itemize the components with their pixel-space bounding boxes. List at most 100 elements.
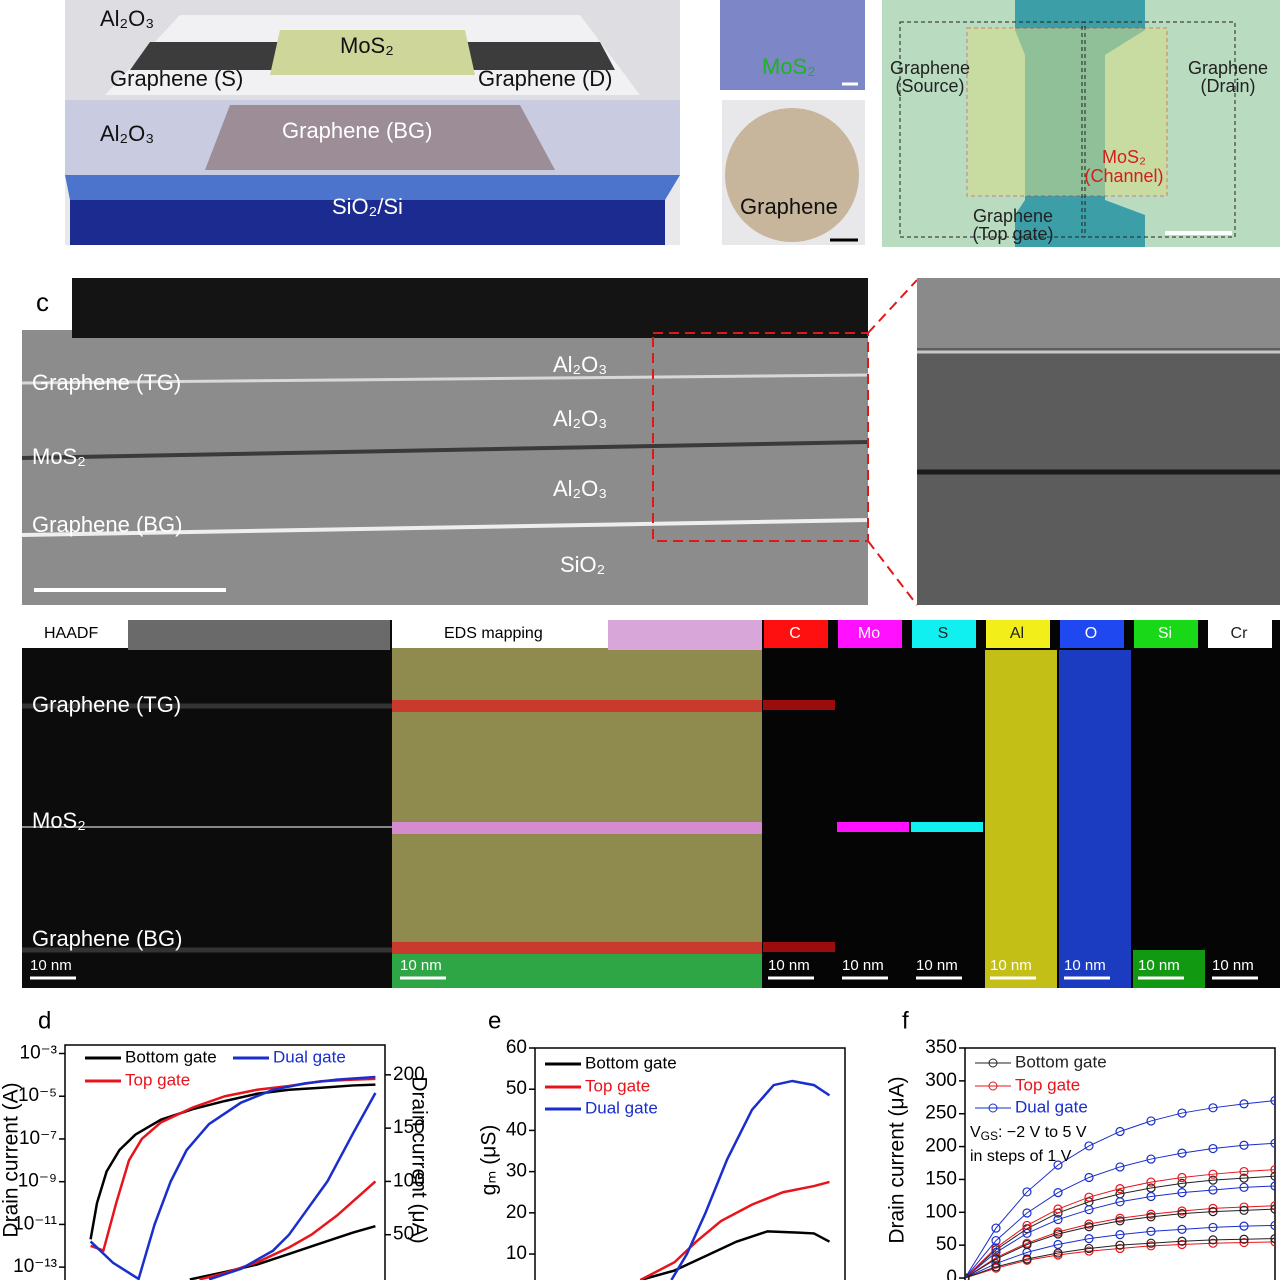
point bbox=[1208, 1169, 1218, 1179]
point bbox=[1115, 1184, 1125, 1194]
legend-label: Dual gate bbox=[585, 1098, 658, 1117]
y-tick-label: 200 bbox=[925, 1136, 957, 1157]
eds-top bbox=[608, 620, 762, 650]
point bbox=[1053, 1204, 1063, 1214]
element-tag bbox=[1134, 620, 1198, 648]
series-line bbox=[965, 1100, 1275, 1279]
label: Al₂O₃ bbox=[553, 406, 607, 431]
eds-image bbox=[392, 620, 762, 988]
channel bbox=[966, 27, 1168, 197]
element-map bbox=[763, 942, 835, 952]
plot-area bbox=[965, 1095, 1275, 1280]
point bbox=[1208, 1103, 1218, 1113]
panel-letter: f bbox=[902, 1007, 909, 1034]
element-tag bbox=[912, 620, 976, 648]
mos2-sheet bbox=[270, 30, 475, 75]
letter-bg bbox=[22, 278, 72, 330]
label: Graphene (BG) bbox=[32, 512, 182, 537]
point bbox=[1084, 1219, 1094, 1229]
legend-marker bbox=[988, 1058, 998, 1068]
label: SiO₂ bbox=[560, 552, 605, 577]
point bbox=[1022, 1208, 1032, 1218]
point bbox=[1115, 1197, 1125, 1207]
point bbox=[1022, 1228, 1032, 1238]
element-tag bbox=[1060, 620, 1124, 648]
point bbox=[1146, 1209, 1156, 1219]
annotation-part: GS bbox=[981, 1129, 998, 1143]
legend-marker bbox=[988, 1103, 998, 1113]
point bbox=[1239, 1099, 1249, 1109]
top-band bbox=[72, 278, 868, 338]
element-symbol: S bbox=[938, 625, 949, 642]
y-tick-label: 10⁻¹³ bbox=[13, 1256, 57, 1277]
series-line bbox=[965, 1224, 1275, 1279]
point bbox=[1115, 1216, 1125, 1226]
scale-label: 10 nm bbox=[990, 957, 1032, 974]
point bbox=[991, 1258, 1001, 1269]
point bbox=[1239, 1234, 1249, 1244]
point bbox=[1177, 1239, 1187, 1250]
y2-tick-label: 100 bbox=[393, 1170, 425, 1191]
label: Graphene (BG) bbox=[282, 118, 432, 143]
graphene-s bbox=[130, 42, 290, 70]
point bbox=[991, 1243, 1001, 1253]
point bbox=[1270, 1171, 1275, 1181]
element-symbol: Al bbox=[1010, 625, 1024, 642]
zoom-top bbox=[917, 278, 1280, 348]
point bbox=[1239, 1173, 1249, 1183]
point bbox=[1239, 1202, 1249, 1212]
point bbox=[1270, 1181, 1275, 1191]
y-tick-label: 250 bbox=[925, 1103, 957, 1124]
graphene-bg bbox=[205, 105, 555, 170]
axis-frame bbox=[964, 1047, 1276, 1280]
element-symbol: Si bbox=[1158, 625, 1172, 642]
point bbox=[1177, 1148, 1187, 1158]
scale-label: 10 nm bbox=[30, 957, 72, 974]
element-map bbox=[1059, 650, 1131, 988]
series-line bbox=[965, 1142, 1275, 1279]
point bbox=[1146, 1226, 1156, 1236]
legend-label: Top gate bbox=[1015, 1075, 1080, 1094]
point bbox=[1208, 1143, 1218, 1154]
y2-axis-label: Drain current (μA) bbox=[407, 1076, 430, 1243]
point bbox=[1146, 1116, 1156, 1126]
point bbox=[1177, 1209, 1187, 1219]
annotation-part: V bbox=[970, 1124, 981, 1141]
zoom-line bbox=[867, 540, 918, 606]
label: MoS₂ bbox=[32, 444, 86, 469]
element-symbol: Mo bbox=[858, 625, 880, 642]
y-tick-label: 350 bbox=[925, 1037, 957, 1058]
y-axis-label: Drain current (μA) bbox=[886, 1076, 909, 1243]
point bbox=[1239, 1140, 1249, 1150]
point bbox=[1239, 1182, 1249, 1192]
label: Graphene (TG) bbox=[32, 692, 181, 717]
legend-label: Bottom gate bbox=[1015, 1052, 1107, 1071]
tag: HAADF bbox=[44, 625, 98, 642]
point bbox=[1177, 1172, 1187, 1183]
panel-c: c Al₂O₃ Al₂O₃ Al₂O₃ SiO₂ Graphene (TG) M… bbox=[21, 278, 1280, 606]
chart: f 0 50 100 150 200 250 300 350 Drain current (μA)… bbox=[886, 1007, 1276, 1285]
point bbox=[1239, 1221, 1249, 1231]
legend-label: Top gate bbox=[125, 1070, 190, 1089]
element-symbol: Cr bbox=[1231, 625, 1249, 642]
y-tick-label: 100 bbox=[925, 1201, 957, 1222]
panel-a: Al₂O₃ MoS₂ Graphene (S) Graphene (D) Al₂… bbox=[65, 0, 680, 245]
point bbox=[1270, 1204, 1275, 1214]
point bbox=[1208, 1207, 1218, 1217]
tag-bg bbox=[22, 620, 128, 648]
point bbox=[991, 1235, 1001, 1246]
y2-tick-label: 50 bbox=[393, 1224, 414, 1245]
point bbox=[1208, 1185, 1218, 1195]
axis-frame bbox=[534, 1047, 846, 1280]
layer-line bbox=[21, 440, 869, 460]
point bbox=[1270, 1233, 1275, 1244]
point bbox=[1146, 1238, 1156, 1248]
mos2-line bbox=[392, 822, 762, 834]
point bbox=[1022, 1254, 1032, 1264]
element-tag bbox=[764, 620, 828, 648]
series-line bbox=[90, 1077, 376, 1253]
element-map bbox=[985, 650, 1057, 988]
series-line bbox=[199, 1180, 377, 1280]
y-tick-label: 50 bbox=[936, 1234, 957, 1255]
